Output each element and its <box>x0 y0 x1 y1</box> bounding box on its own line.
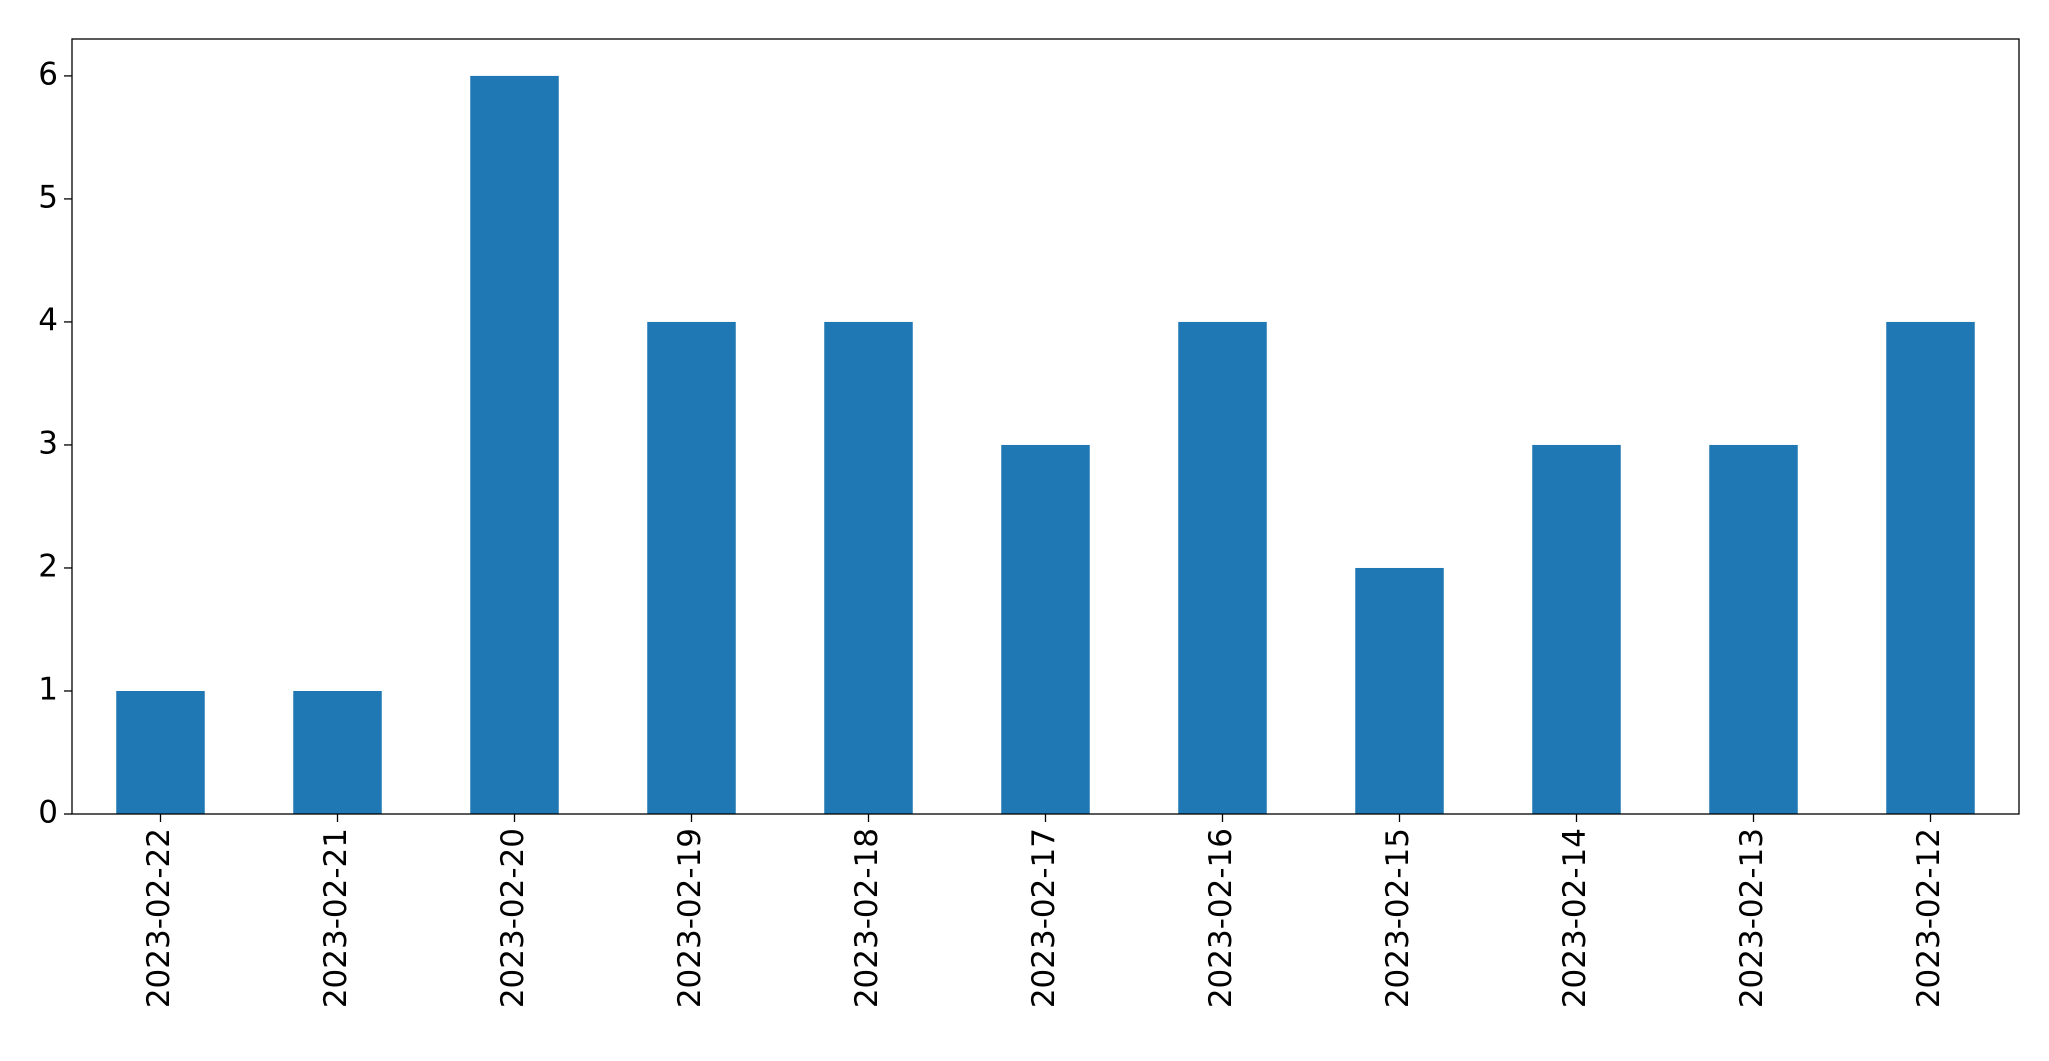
bar <box>1886 321 1975 814</box>
x-tick-label: 2023-02-15 <box>1380 828 1416 1008</box>
bar <box>1709 444 1798 814</box>
x-tick-label: 2023-02-13 <box>1734 828 1770 1008</box>
y-tick-label: 1 <box>38 671 58 707</box>
y-tick-label: 3 <box>38 425 58 461</box>
y-tick-label: 5 <box>38 179 58 215</box>
bar <box>116 690 205 814</box>
x-tick-label: 2023-02-21 <box>318 828 354 1008</box>
bar <box>293 690 382 814</box>
x-tick-label: 2023-02-19 <box>672 828 708 1008</box>
x-tick-label: 2023-02-17 <box>1026 828 1062 1008</box>
x-tick-label: 2023-02-14 <box>1557 828 1593 1008</box>
bar <box>1532 444 1621 814</box>
x-tick-label: 2023-02-16 <box>1203 828 1239 1008</box>
bar <box>824 321 913 814</box>
x-tick-label: 2023-02-22 <box>141 828 177 1008</box>
y-tick-label: 0 <box>38 795 58 831</box>
x-tick-label: 2023-02-20 <box>495 828 531 1008</box>
y-tick-label: 6 <box>38 56 58 92</box>
bar <box>1178 321 1267 814</box>
y-tick-label: 2 <box>38 548 58 584</box>
bar <box>647 321 736 814</box>
plot-frame <box>71 38 2020 815</box>
x-tick-label: 2023-02-18 <box>849 828 885 1008</box>
y-tick-label: 4 <box>38 302 58 338</box>
bar <box>1001 444 1090 814</box>
bar <box>470 75 559 814</box>
bar <box>1355 567 1444 814</box>
x-tick-label: 2023-02-12 <box>1911 828 1947 1008</box>
